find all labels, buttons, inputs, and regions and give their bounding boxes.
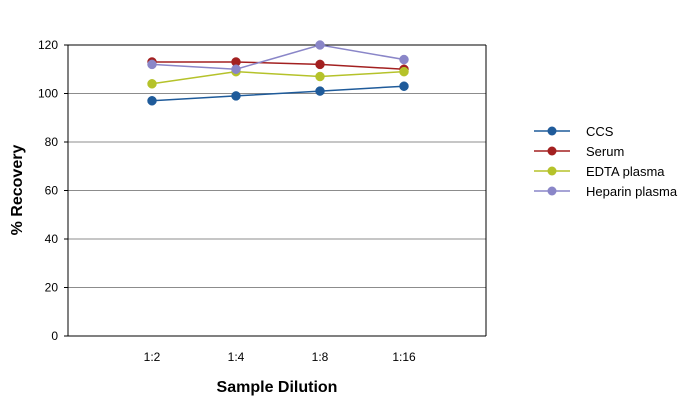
- data-point: [147, 96, 157, 106]
- legend-label: EDTA plasma: [586, 164, 665, 179]
- series-layer: [147, 40, 409, 106]
- legend-marker: [547, 186, 557, 196]
- legend-marker: [547, 126, 557, 136]
- data-point: [315, 86, 325, 96]
- data-point: [231, 64, 241, 74]
- y-tick-label: 120: [38, 38, 58, 52]
- series-line: [151, 44, 405, 71]
- legend-item: EDTA plasma: [534, 164, 665, 179]
- legend-marker: [547, 166, 557, 176]
- y-axis-ticks: 0 20 40 60 80 100 120: [38, 38, 68, 343]
- data-point: [315, 71, 325, 82]
- x-axis-ticks: 1:2 1:4 1:8 1:16: [144, 350, 416, 364]
- legend-item: Serum: [534, 144, 624, 159]
- y-tick-label: 0: [51, 329, 58, 343]
- data-point: [399, 81, 409, 91]
- data-point: [147, 59, 157, 70]
- legend-label: Serum: [586, 144, 624, 159]
- x-tick-label: 1:4: [228, 350, 245, 364]
- data-point: [147, 79, 157, 89]
- legend-item: Heparin plasma: [534, 184, 678, 199]
- legend-label: CCS: [586, 124, 614, 139]
- x-axis-title: Sample Dilution: [217, 379, 338, 396]
- legend-item: CCS: [534, 124, 614, 139]
- data-point: [399, 54, 409, 65]
- data-point: [399, 66, 409, 77]
- y-tick-label: 40: [45, 232, 59, 246]
- y-axis-title: % Recovery: [9, 145, 26, 236]
- x-tick-label: 1:8: [312, 350, 329, 364]
- series-line: [152, 61, 405, 70]
- y-tick-label: 80: [45, 135, 59, 149]
- data-point: [315, 59, 325, 70]
- series-line: [151, 85, 405, 102]
- series-ccs: [147, 81, 409, 106]
- y-tick-label: 20: [45, 281, 59, 295]
- data-point: [231, 91, 241, 101]
- series-heparin-plasma: [147, 40, 409, 74]
- series-line: [151, 70, 405, 85]
- legend: CCS Serum EDTA plasma Heparin plasma: [534, 124, 678, 199]
- y-tick-label: 100: [38, 87, 58, 101]
- y-tick-label: 60: [45, 184, 59, 198]
- x-tick-label: 1:16: [392, 350, 416, 364]
- legend-marker: [547, 146, 557, 156]
- legend-label: Heparin plasma: [586, 184, 678, 199]
- x-tick-label: 1:2: [144, 350, 161, 364]
- data-point: [315, 40, 325, 50]
